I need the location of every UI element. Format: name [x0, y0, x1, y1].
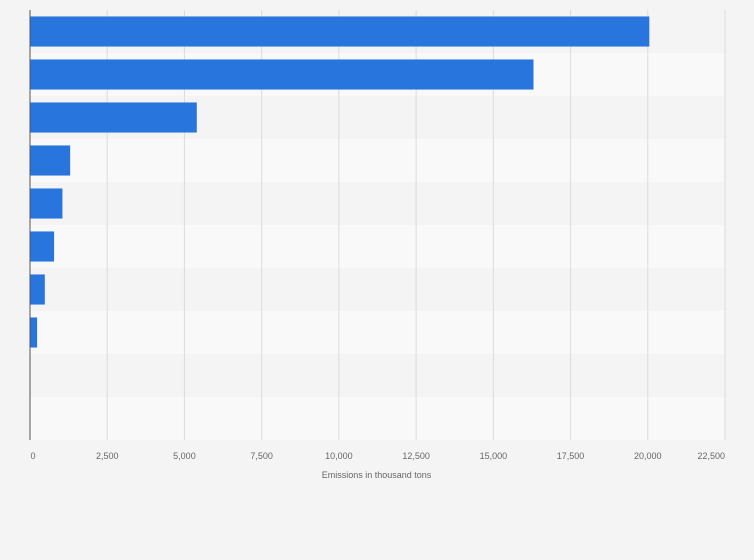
x-axis-tick-labels: 0 2,500 5,000 7,500 10,000 12,500 15,000 17,500… [30, 451, 725, 461]
row-band [30, 268, 725, 311]
row-band [30, 311, 725, 354]
x-tick-label: 12,500 [402, 451, 430, 461]
bar[interactable] [30, 59, 534, 90]
x-tick-label: 0 [30, 451, 35, 461]
row-band [30, 139, 725, 182]
row-band [30, 397, 725, 440]
bar[interactable] [30, 231, 55, 262]
bar[interactable] [30, 274, 45, 305]
row-band [30, 225, 725, 268]
x-tick-label: 15,000 [480, 451, 508, 461]
x-tick-label: 5,000 [173, 451, 196, 461]
bar[interactable] [30, 188, 63, 219]
row-bands [30, 10, 725, 440]
bar[interactable] [30, 317, 38, 348]
x-tick-label: 2,500 [96, 451, 119, 461]
bar[interactable] [30, 102, 197, 133]
x-tick-label: 22,500 [697, 451, 725, 461]
bar[interactable] [30, 145, 71, 176]
bar[interactable] [30, 16, 650, 47]
bars [30, 16, 650, 348]
row-band [30, 182, 725, 225]
x-axis-title: Emissions in thousand tons [322, 470, 432, 480]
x-tick-label: 20,000 [634, 451, 662, 461]
x-tick-label: 10,000 [325, 451, 353, 461]
row-band [30, 354, 725, 397]
x-tick-label: 17,500 [557, 451, 585, 461]
x-tick-label: 7,500 [250, 451, 273, 461]
